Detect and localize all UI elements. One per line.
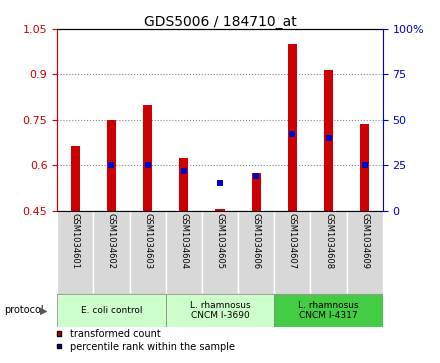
Text: GSM1034603: GSM1034603 <box>143 213 152 269</box>
Text: GSM1034602: GSM1034602 <box>107 213 116 269</box>
Text: E. coli control: E. coli control <box>81 306 142 315</box>
Text: GSM1034601: GSM1034601 <box>71 213 80 269</box>
Bar <box>274 211 311 294</box>
Text: GSM1034604: GSM1034604 <box>180 213 188 269</box>
Bar <box>347 211 383 294</box>
Bar <box>57 294 166 327</box>
Text: L. rhamnosus
CNCM I-4317: L. rhamnosus CNCM I-4317 <box>298 301 359 320</box>
Bar <box>311 211 347 294</box>
Bar <box>324 70 333 211</box>
Text: GDS5006 / 184710_at: GDS5006 / 184710_at <box>143 15 297 29</box>
Bar <box>288 44 297 211</box>
Text: protocol: protocol <box>4 305 44 315</box>
Bar <box>143 105 152 211</box>
Bar <box>202 211 238 294</box>
Text: GSM1034609: GSM1034609 <box>360 213 369 269</box>
Bar <box>57 211 93 294</box>
Text: ▶: ▶ <box>40 305 47 315</box>
Bar <box>238 211 274 294</box>
Bar <box>93 211 129 294</box>
Bar <box>107 120 116 211</box>
Bar <box>71 146 80 211</box>
Bar <box>252 173 260 211</box>
Bar <box>274 294 383 327</box>
Bar <box>129 211 166 294</box>
Text: GSM1034606: GSM1034606 <box>252 213 260 269</box>
Text: GSM1034605: GSM1034605 <box>216 213 224 269</box>
Bar <box>216 209 224 211</box>
Bar <box>166 294 274 327</box>
Bar <box>360 124 369 211</box>
Text: percentile rank within the sample: percentile rank within the sample <box>70 342 235 352</box>
Bar <box>180 158 188 211</box>
Text: GSM1034607: GSM1034607 <box>288 213 297 269</box>
Text: L. rhamnosus
CNCM I-3690: L. rhamnosus CNCM I-3690 <box>190 301 250 320</box>
Text: transformed count: transformed count <box>70 329 161 339</box>
Bar <box>166 211 202 294</box>
Text: GSM1034608: GSM1034608 <box>324 213 333 269</box>
